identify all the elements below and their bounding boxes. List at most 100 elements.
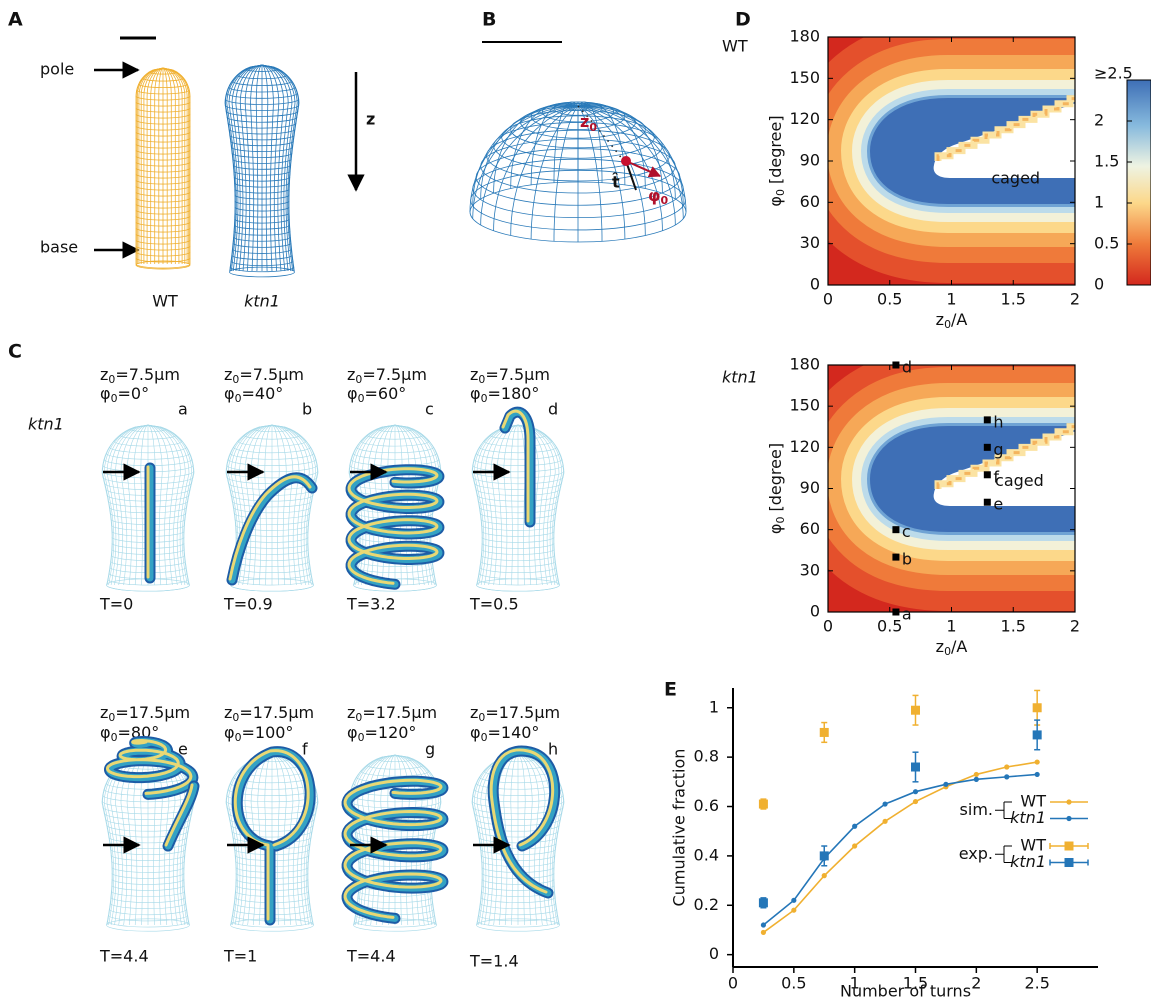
label-part: z [580, 112, 589, 131]
x-tick-label: 0.5 [781, 974, 806, 993]
point-label: e [993, 495, 1003, 514]
label-part: φ [224, 723, 235, 742]
y-tick-label: 90 [800, 478, 820, 497]
time-label: T=1 [223, 947, 257, 966]
sample-point [984, 499, 991, 506]
colorbar-tick-label: 1 [1094, 193, 1104, 212]
x-tick-label: 1 [946, 617, 956, 636]
point [820, 728, 829, 737]
point-label: f [993, 467, 999, 486]
sim-letter: f [302, 740, 308, 759]
point [911, 763, 920, 772]
point [820, 851, 829, 860]
cell-mesh [136, 68, 190, 269]
phi0-label: φ0=100° [224, 723, 293, 745]
x-axis-label: Number of turns [840, 982, 971, 1000]
point [761, 922, 766, 927]
meridian [511, 755, 518, 925]
x-tick-label: 1 [946, 290, 956, 309]
meridian [245, 65, 262, 271]
legend-group-label: exp. [959, 844, 993, 863]
label-part: z [347, 365, 355, 384]
sample-point [892, 554, 899, 561]
ring [477, 585, 560, 591]
x-tick-label: 1.5 [1001, 617, 1026, 636]
label-part: z [936, 637, 944, 656]
wt-label: WT [152, 292, 178, 311]
t-label: t̂ [612, 173, 620, 192]
sim-letter: a [178, 400, 188, 419]
start-point [621, 156, 631, 166]
z-label: z [366, 110, 375, 129]
colorbar [1127, 80, 1151, 285]
series-line [763, 774, 1037, 925]
label-part: [degree] [766, 443, 785, 517]
sim-letter: c [425, 400, 434, 419]
point-label: c [902, 522, 911, 541]
point-label: h [993, 412, 1003, 431]
colorbar-tick-label: 0 [1094, 275, 1104, 294]
point [974, 772, 979, 777]
label-part: z [100, 365, 108, 384]
panel-label: B [482, 9, 496, 31]
meridian [486, 425, 519, 585]
label-part: φ [766, 524, 785, 535]
annotation: caged [995, 471, 1044, 490]
point [822, 873, 827, 878]
chart-title: WT [722, 37, 748, 56]
label-part: =17.5μm [362, 703, 437, 722]
point [791, 908, 796, 913]
chart-title: ktn1 [722, 368, 758, 387]
phi0-label: φ0=60° [347, 384, 406, 406]
series-line [763, 762, 1037, 932]
label-part: =40° [241, 384, 283, 403]
label-part: φ [648, 186, 661, 205]
sample-point [892, 526, 899, 533]
phi0-label: φ0 [648, 186, 669, 208]
legend-marker [1066, 799, 1071, 804]
cell-mesh [225, 65, 299, 277]
genotype-label: ktn1 [28, 415, 64, 434]
y-tick-label: 30 [800, 233, 820, 252]
label-part: /A [951, 637, 967, 656]
annotation: caged [991, 168, 1040, 187]
ring [231, 585, 314, 591]
meridian [272, 425, 293, 585]
y-tick-label: 150 [789, 68, 820, 87]
x-axis-label: z0/A [936, 310, 968, 332]
y-tick-label: 0 [810, 275, 820, 294]
colorbar-tick-label: 2 [1094, 111, 1104, 130]
point [1004, 774, 1009, 779]
phi0-label: φ0=0° [100, 384, 149, 406]
point [759, 898, 768, 907]
y-tick-label: 150 [789, 396, 820, 415]
meridian [121, 425, 148, 585]
point [852, 824, 857, 829]
x-axis-label: z0/A [936, 637, 968, 659]
legend-group-label: sim. [960, 800, 993, 819]
label-part: z [470, 703, 478, 722]
y-tick-label: 120 [789, 109, 820, 128]
colorbar-tick-label: ≥2.5 [1094, 64, 1133, 83]
label-part: =7.5μm [115, 365, 180, 384]
panel-label: A [8, 9, 23, 31]
point [1035, 772, 1040, 777]
label-part: φ [470, 384, 481, 403]
label-part: =7.5μm [485, 365, 550, 384]
point [882, 801, 887, 806]
time-label: T=4.4 [346, 947, 396, 966]
sim-letter: g [425, 740, 435, 759]
sample-point [892, 609, 899, 616]
meridian [494, 106, 578, 231]
meridian [272, 425, 299, 585]
meridian [554, 106, 578, 241]
phi0-label: φ0=40° [224, 384, 283, 406]
label-part: =180° [487, 384, 539, 403]
y-axis-label: φ0 [degree] [766, 115, 788, 206]
z0-label: z0=17.5μm [347, 703, 437, 725]
meridian [504, 425, 518, 585]
point [852, 843, 857, 848]
label-part: =17.5μm [115, 703, 190, 722]
label-part: φ [224, 384, 235, 403]
x-tick-label: 0 [823, 290, 833, 309]
